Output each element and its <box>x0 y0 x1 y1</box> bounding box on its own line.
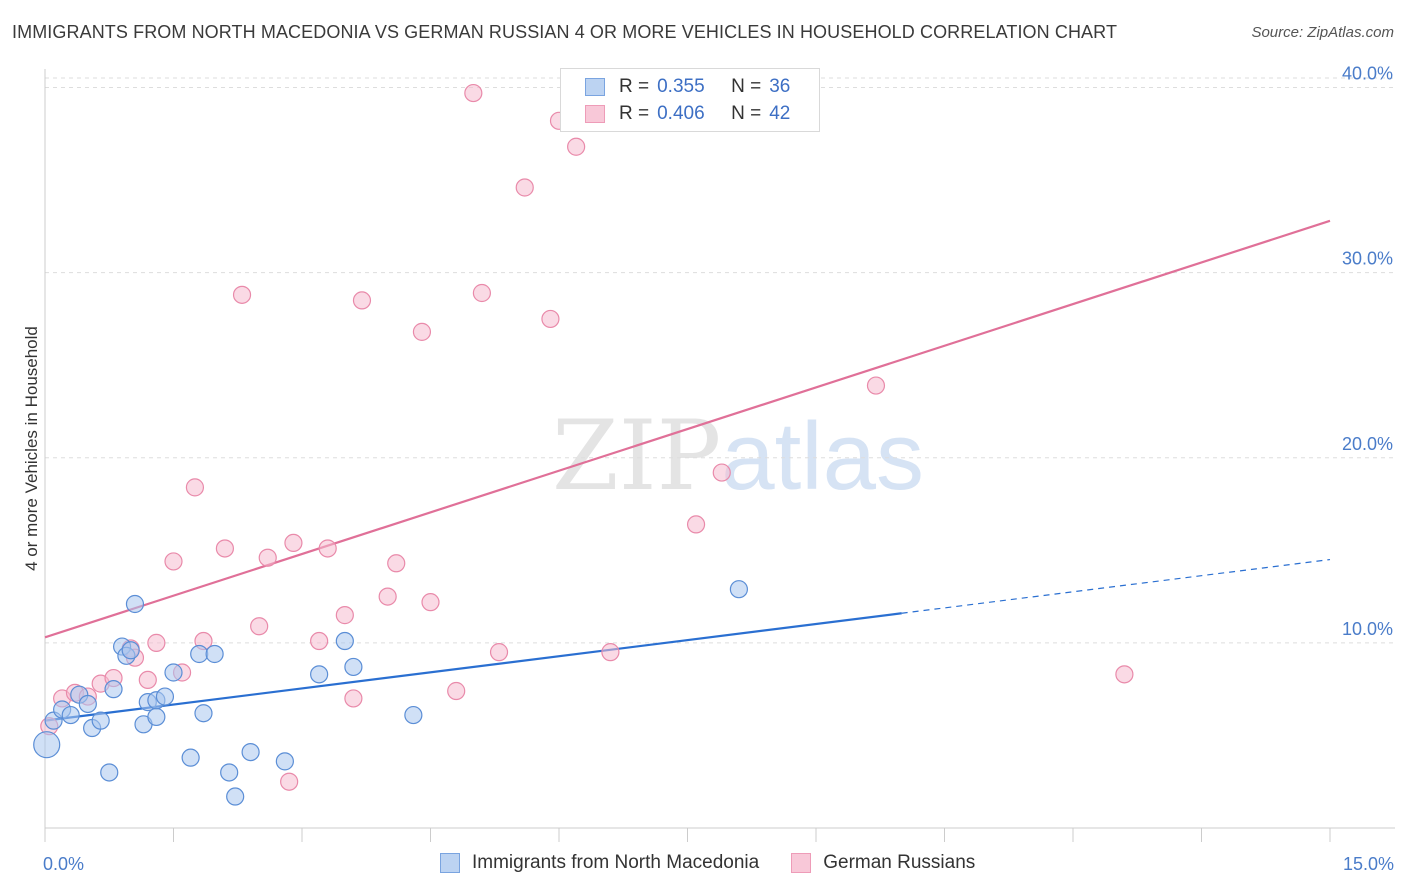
legend-r-value-macedonia: 0.355 <box>657 76 705 97</box>
point-macedonia <box>220 763 239 782</box>
legend-row-german-russian: R = 0.406 N = 42 <box>585 101 790 127</box>
legend-swatch-german-russian <box>585 105 605 123</box>
y-axis-label: 4 or more Vehicles in Household <box>22 326 41 571</box>
grid-layer <box>45 77 1395 644</box>
y-tick-label: 40.0% <box>1342 64 1393 84</box>
legend-r-value-german-russian: 0.406 <box>657 103 705 124</box>
point-german-russian <box>215 539 234 558</box>
point-macedonia <box>181 748 200 767</box>
point-macedonia <box>33 731 61 759</box>
series-legend-label-german-russian: German Russians <box>823 852 976 873</box>
point-german-russian <box>164 552 183 571</box>
series-legend: Immigrants from North Macedonia German R… <box>440 852 1007 874</box>
series-legend-swatch-german-russian <box>791 853 812 873</box>
point-german-russian <box>412 322 432 341</box>
point-macedonia <box>125 594 145 614</box>
point-german-russian <box>1115 665 1134 684</box>
point-german-russian <box>344 689 363 708</box>
legend-n-label: N = <box>731 103 762 124</box>
legend-n-label: N = <box>731 76 762 97</box>
point-macedonia <box>404 705 423 725</box>
series-legend-item-german-russian: German Russians <box>791 852 975 874</box>
point-macedonia <box>275 752 294 771</box>
point-macedonia <box>91 711 110 730</box>
point-german-russian <box>185 478 205 497</box>
legend-n-value-german-russian: 42 <box>769 103 791 124</box>
point-german-russian <box>318 539 337 558</box>
legend-row-macedonia: R = 0.355 N = 36 <box>585 74 790 100</box>
point-macedonia <box>104 680 123 699</box>
point-german-russian <box>712 463 731 482</box>
trend-layer <box>44 219 1331 722</box>
point-german-russian <box>447 681 466 701</box>
point-macedonia <box>729 580 749 599</box>
point-macedonia <box>205 644 224 664</box>
point-german-russian <box>310 631 329 651</box>
point-macedonia <box>147 707 166 727</box>
point-macedonia <box>241 742 260 762</box>
point-german-russian <box>541 309 560 329</box>
trend-line-german-russian <box>44 219 1331 639</box>
point-german-russian <box>352 291 372 310</box>
point-german-russian <box>472 283 491 303</box>
trend-line-macedonia-extension <box>901 558 1331 614</box>
point-macedonia <box>155 687 175 706</box>
point-german-russian <box>686 515 706 534</box>
point-german-russian <box>335 606 354 625</box>
point-german-russian <box>232 285 252 304</box>
series-legend-swatch-macedonia <box>440 853 460 873</box>
point-german-russian <box>567 137 586 156</box>
point-macedonia <box>194 704 213 723</box>
point-german-russian <box>387 554 406 573</box>
chart-title: IMMIGRANTS FROM NORTH MACEDONIA VS GERMA… <box>12 22 1118 42</box>
y-tick-label: 10.0% <box>1342 619 1393 639</box>
series-legend-label-macedonia: Immigrants from North Macedonia <box>472 852 760 873</box>
y-tick-label: 30.0% <box>1342 249 1393 269</box>
legend-r-label: R = <box>619 103 650 124</box>
point-german-russian <box>138 670 157 690</box>
point-german-russian <box>489 643 509 662</box>
point-german-russian <box>601 643 620 662</box>
point-german-russian <box>280 772 299 791</box>
point-layer <box>33 83 1134 806</box>
point-macedonia <box>61 705 80 725</box>
point-macedonia <box>121 641 140 660</box>
point-macedonia <box>335 631 354 651</box>
point-german-russian <box>250 617 269 636</box>
point-macedonia <box>78 694 97 714</box>
point-macedonia <box>164 663 183 682</box>
x-tick-label: 15.0% <box>1343 854 1394 874</box>
point-german-russian <box>866 376 886 395</box>
trend-line-macedonia <box>44 612 902 722</box>
point-macedonia <box>100 763 119 782</box>
point-macedonia <box>344 657 363 677</box>
point-german-russian <box>515 178 534 197</box>
series-legend-item-macedonia: Immigrants from North Macedonia <box>440 852 759 874</box>
x-tick-label: 0.0% <box>43 854 84 874</box>
label-layer: 10.0% 20.0% 30.0% 40.0% 0.0% 15.0% 4 or more V… <box>22 64 1394 874</box>
point-german-russian <box>464 83 483 103</box>
legend-r-label: R = <box>619 76 650 97</box>
point-german-russian <box>421 593 440 612</box>
legend-swatch-macedonia <box>585 78 605 96</box>
point-macedonia <box>190 644 209 664</box>
point-macedonia <box>226 787 245 806</box>
point-german-russian <box>284 533 303 553</box>
y-tick-label: 20.0% <box>1342 434 1393 454</box>
legend-n-value-macedonia: 36 <box>769 76 791 97</box>
point-german-russian <box>258 548 277 567</box>
chart-source: Source: ZipAtlas.com <box>1251 24 1394 41</box>
point-german-russian <box>147 633 166 652</box>
axis-layer <box>44 69 1395 842</box>
point-macedonia <box>310 665 329 684</box>
correlation-legend: R = 0.355 N = 36 R = 0.406 N = 42 <box>560 68 820 132</box>
point-german-russian <box>378 587 397 606</box>
